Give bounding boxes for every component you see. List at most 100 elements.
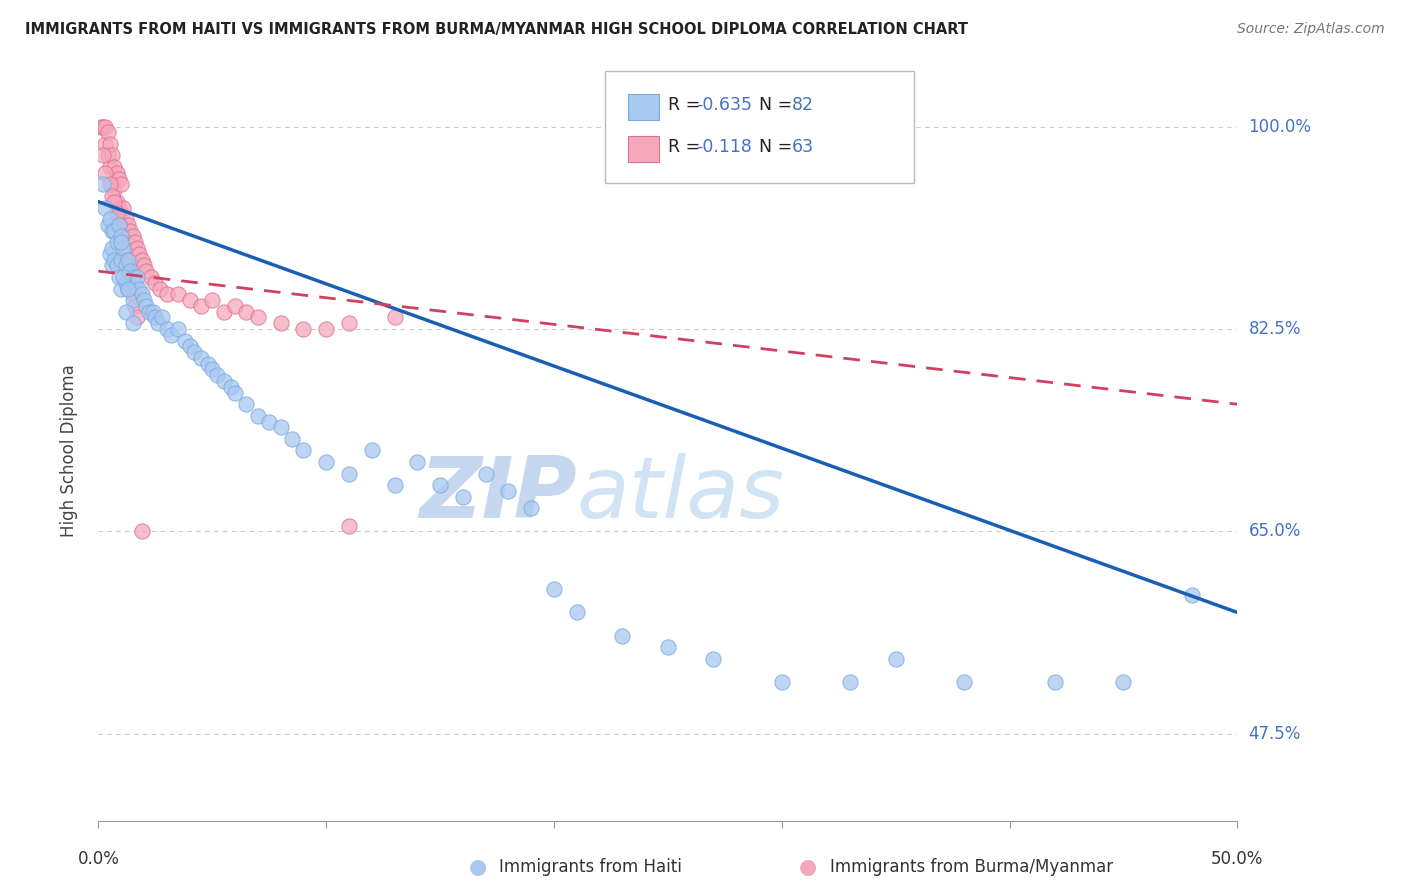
Point xyxy=(110,229,132,244)
Point xyxy=(103,194,125,209)
Point xyxy=(108,218,131,232)
Point xyxy=(117,218,139,232)
Point xyxy=(384,478,406,492)
Point xyxy=(127,269,149,284)
Point xyxy=(103,183,125,197)
Point xyxy=(121,316,143,330)
Point xyxy=(98,247,121,261)
Point xyxy=(90,120,112,134)
Point xyxy=(98,160,121,174)
Point xyxy=(94,166,117,180)
Point xyxy=(101,178,124,192)
Point xyxy=(108,269,131,284)
Point xyxy=(131,524,153,539)
Point xyxy=(429,478,451,492)
Point xyxy=(839,674,862,689)
Y-axis label: High School Diploma: High School Diploma xyxy=(59,364,77,537)
Point xyxy=(135,264,157,278)
Text: N =: N = xyxy=(759,138,799,156)
Point xyxy=(270,420,292,434)
Text: R =: R = xyxy=(668,138,706,156)
Point xyxy=(121,229,143,244)
Point xyxy=(315,455,337,469)
Point xyxy=(128,281,150,295)
Point xyxy=(98,178,121,192)
Point xyxy=(96,218,118,232)
Point xyxy=(520,501,543,516)
Point xyxy=(142,304,165,318)
Text: IMMIGRANTS FROM HAITI VS IMMIGRANTS FROM BURMA/MYANMAR HIGH SCHOOL DIPLOMA CORRE: IMMIGRANTS FROM HAITI VS IMMIGRANTS FROM… xyxy=(25,22,969,37)
Point xyxy=(145,276,167,290)
Text: 100.0%: 100.0% xyxy=(1249,118,1312,136)
Point xyxy=(565,606,588,620)
Point xyxy=(127,310,149,325)
Text: ●: ● xyxy=(470,857,486,877)
Point xyxy=(117,281,139,295)
Text: ZIP: ZIP xyxy=(419,453,576,536)
Point xyxy=(201,293,224,307)
Point xyxy=(114,212,136,227)
Point xyxy=(121,269,143,284)
Point xyxy=(94,201,117,215)
Text: Immigrants from Haiti: Immigrants from Haiti xyxy=(499,858,682,876)
Point xyxy=(657,640,679,654)
Point xyxy=(167,322,190,336)
Point xyxy=(201,362,224,376)
Point xyxy=(212,374,235,388)
Point xyxy=(132,293,155,307)
Point xyxy=(315,322,337,336)
Point xyxy=(292,322,315,336)
Point xyxy=(94,120,117,134)
Point xyxy=(270,316,292,330)
Point xyxy=(190,351,212,365)
Point xyxy=(110,178,132,192)
Point xyxy=(117,264,139,278)
Point xyxy=(156,287,179,301)
Point xyxy=(131,287,153,301)
Point xyxy=(179,293,201,307)
Point xyxy=(246,409,269,423)
Point xyxy=(190,299,212,313)
Point xyxy=(224,385,246,400)
Point xyxy=(117,281,139,295)
Point xyxy=(91,120,114,134)
Point xyxy=(953,674,976,689)
Point xyxy=(112,241,135,255)
Point xyxy=(101,259,124,273)
Point xyxy=(110,235,132,250)
Text: N =: N = xyxy=(759,96,799,114)
Point xyxy=(110,206,132,220)
Point xyxy=(281,432,304,446)
Point xyxy=(139,269,162,284)
Point xyxy=(127,241,149,255)
Point xyxy=(103,252,125,267)
Point xyxy=(105,166,128,180)
Point xyxy=(103,224,125,238)
Point xyxy=(145,310,167,325)
Point xyxy=(360,443,382,458)
Point xyxy=(543,582,565,597)
Point xyxy=(219,380,242,394)
Point xyxy=(167,287,190,301)
Point xyxy=(224,299,246,313)
Point xyxy=(96,125,118,139)
Point xyxy=(146,316,169,330)
Point xyxy=(235,397,257,411)
Point xyxy=(124,276,146,290)
Point xyxy=(337,518,360,533)
Point xyxy=(101,148,124,162)
Text: 47.5%: 47.5% xyxy=(1249,725,1301,743)
Point xyxy=(212,304,235,318)
Point xyxy=(183,345,205,359)
Text: 65.0%: 65.0% xyxy=(1249,523,1301,541)
Point xyxy=(384,310,406,325)
Point xyxy=(131,252,153,267)
Point xyxy=(702,651,724,665)
Text: Source: ZipAtlas.com: Source: ZipAtlas.com xyxy=(1237,22,1385,37)
Point xyxy=(101,189,124,203)
Point xyxy=(108,171,131,186)
Point xyxy=(337,316,360,330)
Point xyxy=(112,241,135,255)
Point xyxy=(197,357,219,371)
Point xyxy=(105,259,128,273)
